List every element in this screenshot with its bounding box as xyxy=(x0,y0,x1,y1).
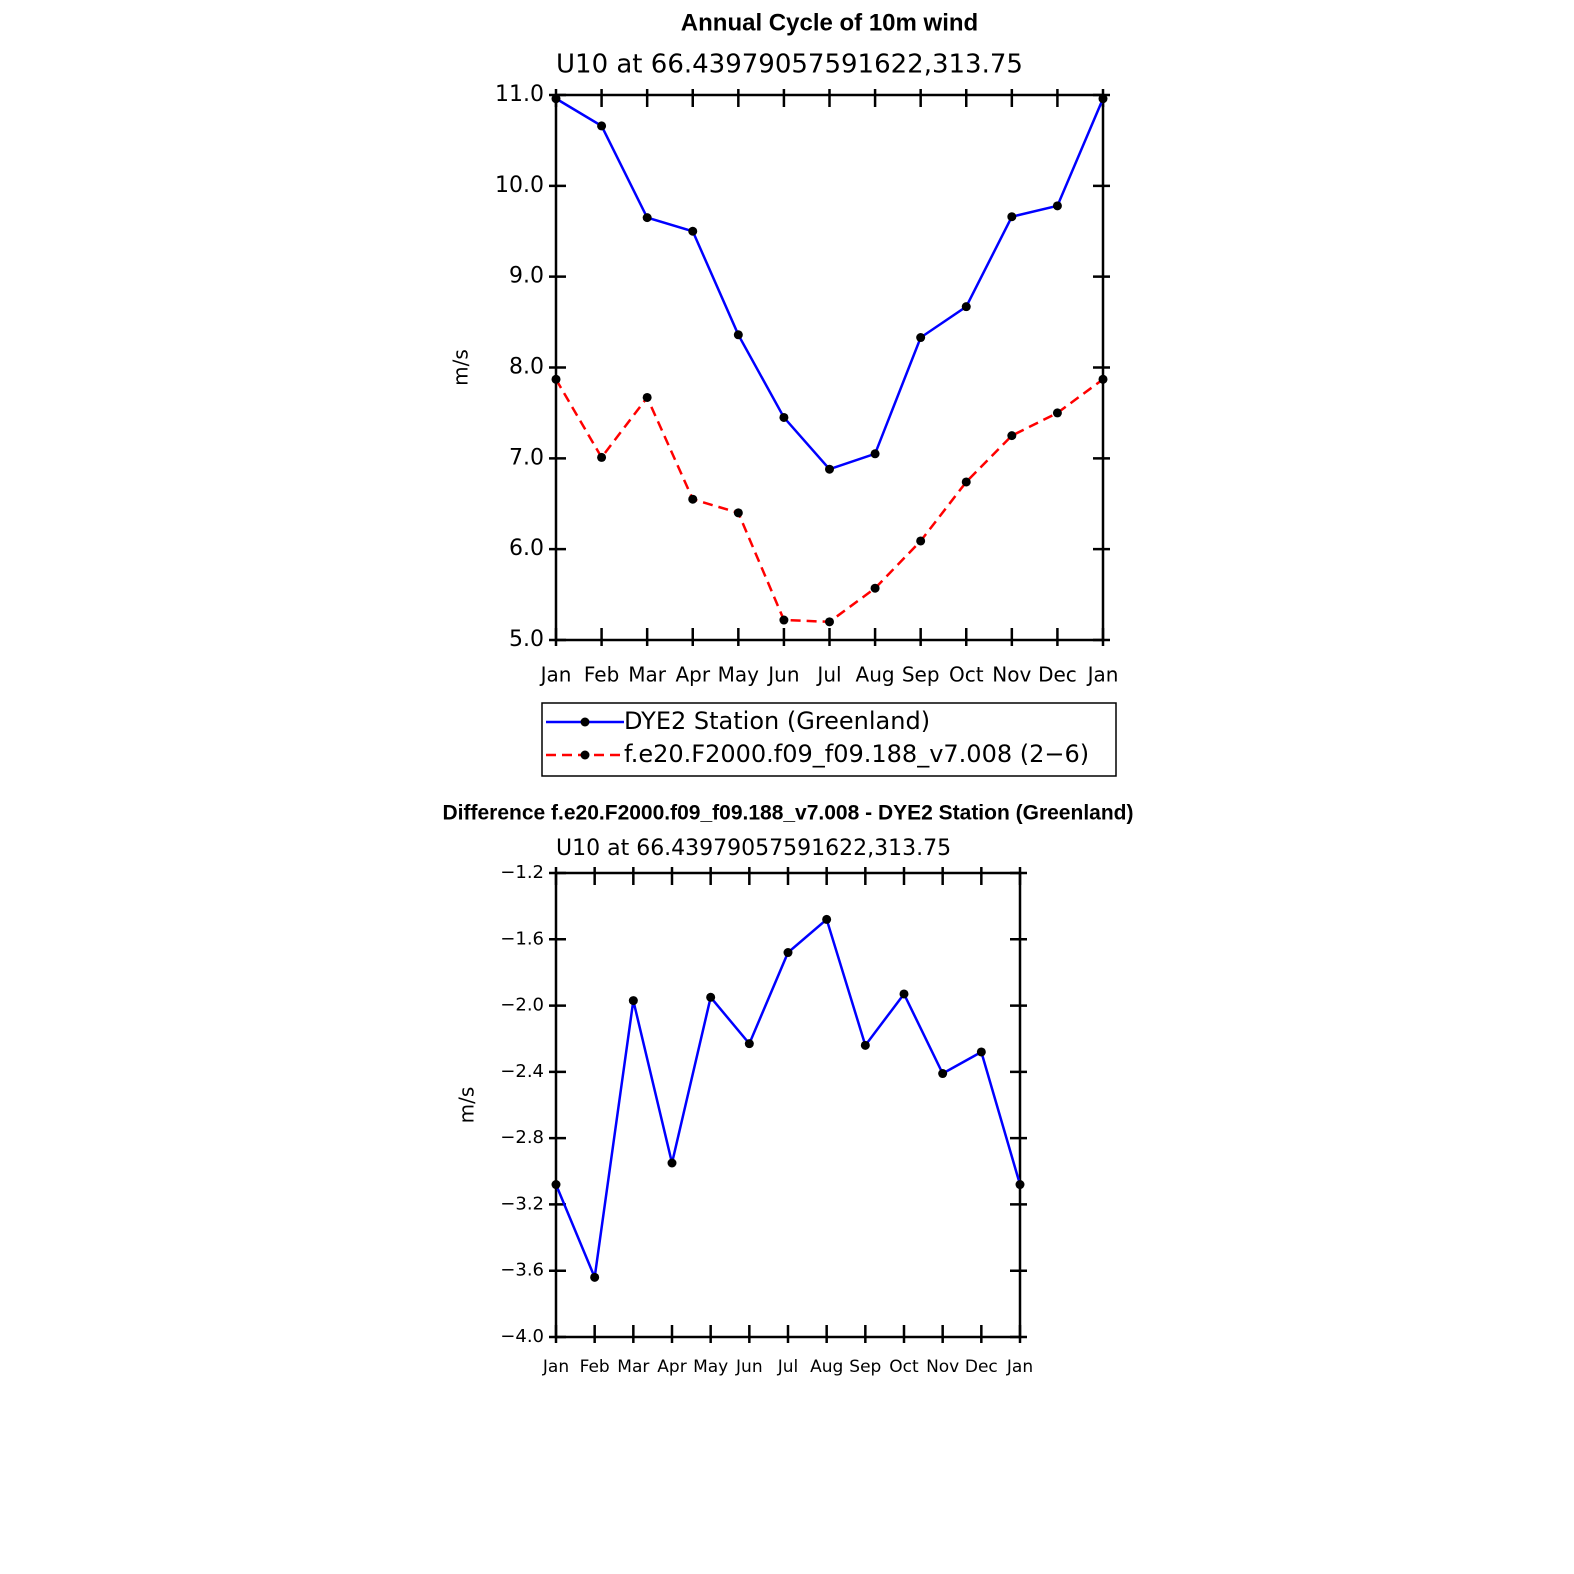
data-point xyxy=(628,996,638,1006)
y-axis-label: m/s xyxy=(449,349,473,386)
y-tick-label: −4.0 xyxy=(500,1326,544,1347)
x-tick-label: Oct xyxy=(949,663,984,687)
plot-frame xyxy=(554,871,1022,1339)
legend-marker xyxy=(580,717,590,727)
y-axis-label: m/s xyxy=(455,1087,479,1124)
x-tick-label: Mar xyxy=(617,1357,649,1377)
x-tick-label: Sep xyxy=(902,663,940,687)
x-tick-label: Jan xyxy=(1086,663,1119,687)
x-tick-label: Jun xyxy=(766,663,799,687)
data-point xyxy=(916,536,926,546)
chart-title: Annual Cycle of 10m wind xyxy=(681,9,978,36)
data-point xyxy=(590,1272,600,1282)
legend-label: f.e20.F2000.f09_f09.188_v7.008 (2−6) xyxy=(624,740,1089,768)
data-point xyxy=(1098,94,1108,104)
data-point xyxy=(642,392,652,402)
y-tick-label: −2.0 xyxy=(500,995,544,1016)
plot-frame xyxy=(554,93,1105,642)
x-tick-label: Nov xyxy=(992,663,1031,687)
chart-subtitle: U10 at 66.43979057591622,313.75 xyxy=(556,836,951,861)
x-tick-label: Nov xyxy=(926,1357,959,1377)
data-point xyxy=(1098,374,1108,384)
data-point xyxy=(551,1180,561,1190)
x-tick-label: Oct xyxy=(889,1357,919,1377)
data-line xyxy=(554,917,1022,1283)
x-tick-label: Feb xyxy=(584,663,619,687)
data-point xyxy=(1007,431,1017,441)
x-tick-label: Jul xyxy=(815,663,841,687)
data-point xyxy=(976,1047,986,1057)
legend-label: DYE2 Station (Greenland) xyxy=(624,707,930,735)
x-tick-label: Jan xyxy=(1006,1357,1033,1377)
data-point xyxy=(1015,1180,1025,1190)
x-tick-label: Apr xyxy=(657,1357,686,1377)
y-tick-label: −1.6 xyxy=(500,928,544,949)
data-point xyxy=(870,449,880,459)
y-tick-label: 11.0 xyxy=(495,82,544,107)
data-point xyxy=(733,330,743,340)
x-tick-label: Dec xyxy=(965,1357,998,1377)
data-point xyxy=(667,1158,677,1168)
chart: Annual Cycle of 10m wind U10 at 66.439790… xyxy=(449,9,1119,777)
y-tick-label: 5.0 xyxy=(509,627,544,652)
data-point xyxy=(1007,212,1017,222)
x-tick-label: Jan xyxy=(539,663,572,687)
data-point xyxy=(779,412,789,422)
data-point xyxy=(1052,408,1062,418)
chart-title: Difference f.e20.F2000.f09_f09.188_v7.00… xyxy=(443,802,1134,825)
y-tick-label: −1.2 xyxy=(500,862,544,883)
y-tick-label: 6.0 xyxy=(509,536,544,561)
data-point xyxy=(825,617,834,627)
legend-marker xyxy=(580,750,590,760)
data-line xyxy=(554,378,1104,624)
x-tick-label: Jun xyxy=(735,1357,763,1377)
y-tick-label: 9.0 xyxy=(509,264,544,289)
x-tick-label: Aug xyxy=(856,663,895,687)
x-tick-label: Mar xyxy=(628,663,667,687)
data-point xyxy=(899,989,909,999)
data-point xyxy=(688,494,698,504)
data-point xyxy=(822,914,832,924)
data-point xyxy=(961,477,971,487)
data-point xyxy=(783,948,793,958)
data-point xyxy=(688,226,698,236)
y-tick-label: 8.0 xyxy=(509,355,544,380)
data-point xyxy=(597,121,607,131)
data-point xyxy=(1052,201,1062,211)
x-tick-label: Feb xyxy=(580,1357,610,1377)
data-point xyxy=(961,302,971,312)
legend-box xyxy=(541,702,1117,777)
x-tick-label: Jan xyxy=(542,1357,569,1377)
data-point xyxy=(870,583,880,593)
x-tick-label: Aug xyxy=(810,1357,843,1377)
data-point xyxy=(744,1039,754,1049)
data-point xyxy=(706,992,716,1002)
y-tick-label: −3.6 xyxy=(500,1260,544,1281)
data-point xyxy=(860,1040,870,1050)
data-point xyxy=(597,452,607,462)
y-tick-label: 10.0 xyxy=(495,173,544,198)
x-tick-label: May xyxy=(693,1357,728,1377)
x-tick-label: Apr xyxy=(675,663,710,687)
y-tick-label: −2.4 xyxy=(500,1061,544,1082)
chart: Difference f.e20.F2000.f09_f09.188_v7.00… xyxy=(443,802,1134,1377)
x-tick-label: Jul xyxy=(777,1357,799,1377)
data-line xyxy=(555,97,1105,471)
data-point xyxy=(825,464,834,474)
data-point xyxy=(916,333,926,343)
data-point xyxy=(938,1069,948,1079)
data-point xyxy=(779,615,789,625)
x-tick-label: Sep xyxy=(849,1357,881,1377)
y-tick-label: −2.8 xyxy=(500,1127,544,1148)
y-tick-label: −3.2 xyxy=(500,1193,544,1214)
data-point xyxy=(551,94,561,104)
x-tick-label: Dec xyxy=(1038,663,1077,687)
data-point xyxy=(733,508,743,518)
data-point xyxy=(551,374,561,384)
x-tick-label: May xyxy=(718,663,760,687)
y-tick-label: 7.0 xyxy=(509,445,544,470)
data-point xyxy=(642,213,652,223)
chart-subtitle: U10 at 66.43979057591622,313.75 xyxy=(556,50,1023,80)
